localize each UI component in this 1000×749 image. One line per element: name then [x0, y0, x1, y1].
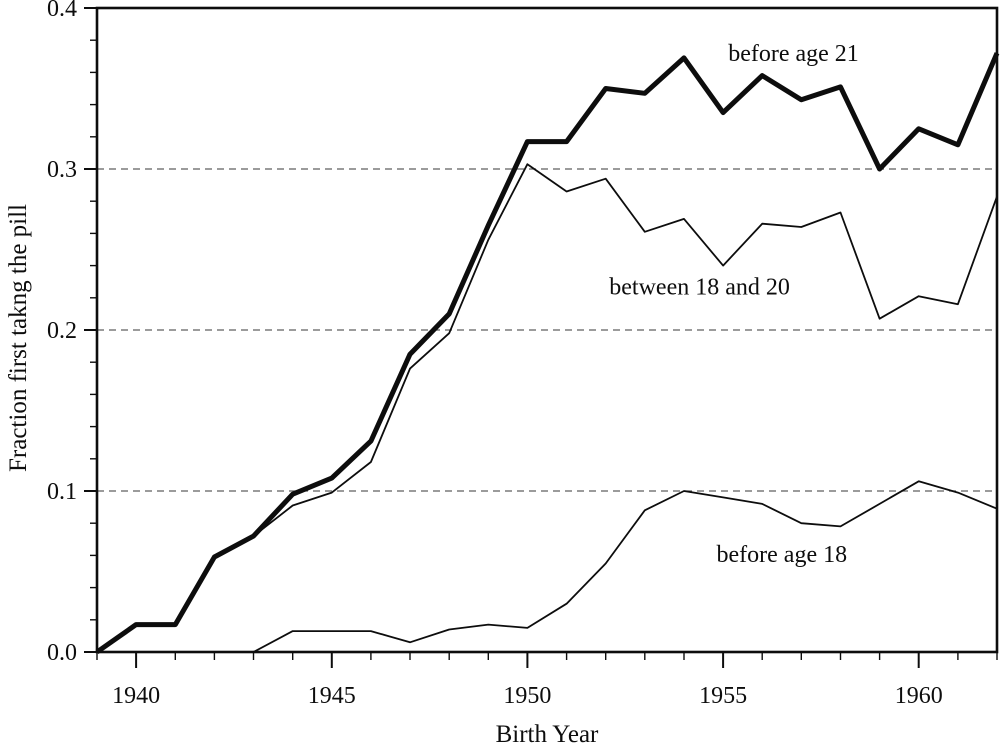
series-label-before-age-21: before age 21	[728, 41, 859, 67]
series-line-before-age-18	[253, 480, 998, 653]
x-tick-label-1950: 1950	[503, 683, 551, 709]
y-tick-label-0-0: 0.0	[47, 640, 77, 666]
x-tick-label-1960: 1960	[895, 683, 943, 709]
y-tick-label-0-4: 0.4	[47, 0, 77, 22]
series-line-between-18-and-20	[96, 163, 998, 653]
x-tick-label-1955: 1955	[699, 683, 747, 709]
y-axis-title: Fraction first takng the pill	[5, 204, 32, 472]
y-tick-label-0-2: 0.2	[47, 318, 77, 344]
x-tick-label-1940: 1940	[112, 683, 160, 709]
x-axis-title: Birth Year	[496, 721, 599, 748]
series-label-between-18-and-20: between 18 and 20	[609, 275, 790, 301]
series-label-before-age-18: before age 18	[717, 542, 848, 568]
y-tick-label-0-3: 0.3	[47, 157, 77, 183]
y-tick-label-0-1: 0.1	[47, 479, 77, 505]
series-line-before-age-21	[95, 52, 1000, 655]
x-tick-label-1945: 1945	[308, 683, 356, 709]
